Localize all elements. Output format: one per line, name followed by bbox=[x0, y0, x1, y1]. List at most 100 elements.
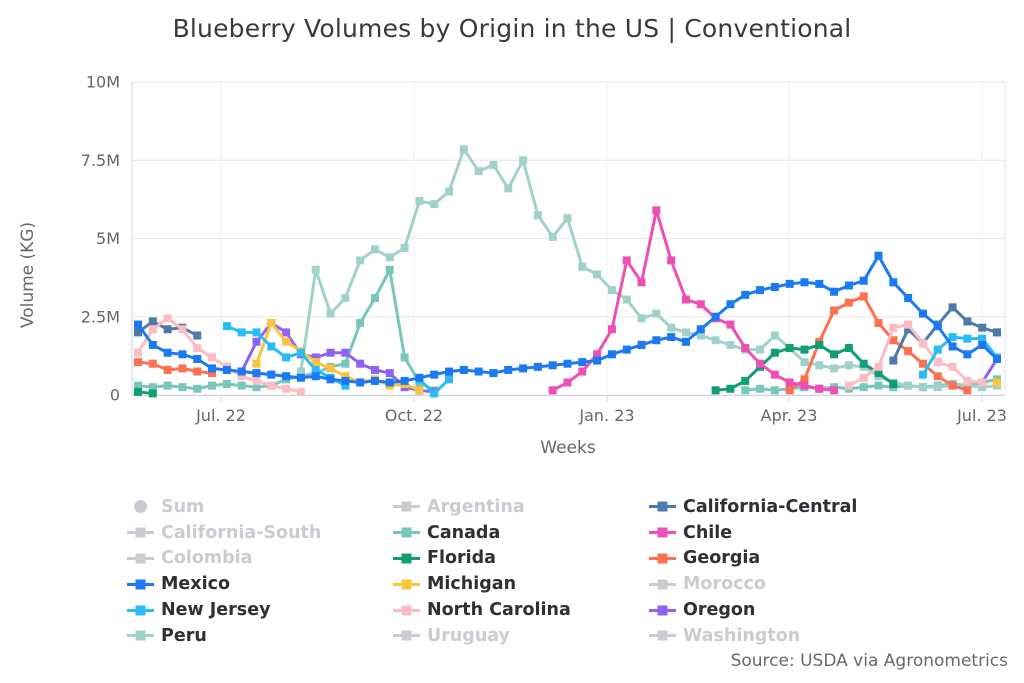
legend-item-florida[interactable]: Florida bbox=[393, 546, 571, 572]
legend-item-sum[interactable]: Sum bbox=[127, 494, 321, 520]
data-point-chile bbox=[830, 386, 839, 395]
data-point-florida bbox=[726, 384, 735, 393]
legend-item-chile[interactable]: Chile bbox=[649, 520, 857, 546]
x-tick-label: Jul. 22 bbox=[195, 406, 246, 425]
data-point-mexico bbox=[711, 312, 720, 321]
data-point-mexico bbox=[267, 370, 276, 379]
legend-label: California-South bbox=[161, 522, 322, 543]
data-point-peru bbox=[474, 167, 483, 176]
data-point-mexico bbox=[548, 361, 557, 370]
data-point-canada bbox=[859, 383, 868, 392]
data-point-michigan bbox=[415, 386, 424, 395]
legend-label: Uruguay bbox=[427, 625, 510, 646]
legend-item-georgia[interactable]: Georgia bbox=[649, 546, 857, 572]
data-point-canada bbox=[400, 353, 409, 362]
legend-item-california-south[interactable]: California-South bbox=[127, 520, 321, 546]
data-point-georgia bbox=[904, 347, 913, 356]
data-point-mexico bbox=[993, 355, 1001, 364]
line-square-marker-icon bbox=[127, 630, 154, 641]
data-point-peru bbox=[504, 184, 513, 193]
data-point-peru bbox=[800, 358, 809, 367]
line-square-marker-icon bbox=[127, 579, 154, 590]
legend-item-michigan[interactable]: Michigan bbox=[393, 571, 571, 597]
data-point-north-carolina bbox=[859, 373, 868, 382]
data-point-oregon bbox=[341, 348, 350, 357]
data-point-mexico bbox=[296, 373, 305, 382]
data-point-peru bbox=[770, 331, 779, 340]
legend-item-oregon[interactable]: Oregon bbox=[649, 597, 857, 623]
line-square-marker-icon bbox=[649, 605, 676, 616]
data-point-california-central bbox=[948, 303, 957, 312]
chart-title: Blueberry Volumes by Origin in the US | … bbox=[172, 14, 852, 43]
legend-item-morocco[interactable]: Morocco bbox=[649, 571, 857, 597]
data-point-georgia bbox=[830, 306, 839, 315]
data-point-georgia bbox=[933, 372, 942, 381]
data-point-canada bbox=[874, 381, 883, 390]
data-point-mexico bbox=[252, 369, 261, 378]
data-point-peru bbox=[652, 309, 661, 318]
data-point-mexico bbox=[148, 340, 157, 349]
data-point-peru bbox=[681, 328, 690, 337]
data-point-canada bbox=[178, 383, 187, 392]
data-point-peru bbox=[696, 331, 705, 340]
legend-item-uruguay[interactable]: Uruguay bbox=[393, 623, 571, 649]
legend-item-peru[interactable]: Peru bbox=[127, 623, 321, 649]
data-point-peru bbox=[622, 295, 631, 304]
data-point-peru bbox=[430, 200, 439, 209]
data-point-chile bbox=[607, 325, 616, 334]
data-point-new-jersey bbox=[222, 322, 231, 331]
data-point-mexico bbox=[963, 350, 972, 359]
data-point-michigan bbox=[282, 337, 291, 346]
line-square-marker-icon bbox=[649, 501, 676, 512]
line-square-marker-icon bbox=[393, 579, 420, 590]
data-point-north-carolina bbox=[252, 376, 261, 385]
data-point-georgia bbox=[889, 336, 898, 345]
data-point-mexico bbox=[445, 367, 454, 376]
data-point-california-central bbox=[163, 325, 172, 334]
data-point-mexico bbox=[489, 369, 498, 378]
data-point-florida bbox=[815, 340, 824, 349]
x-tick-label: Jan. 23 bbox=[578, 406, 634, 425]
y-tick-label: 10M bbox=[86, 73, 120, 92]
data-point-mexico bbox=[637, 340, 646, 349]
legend-item-california-central[interactable]: California-Central bbox=[649, 494, 857, 520]
legend-item-north-carolina[interactable]: North Carolina bbox=[393, 597, 571, 623]
data-point-mexico bbox=[415, 373, 424, 382]
data-point-oregon bbox=[370, 365, 379, 374]
data-point-chile bbox=[593, 350, 602, 359]
data-point-north-carolina bbox=[933, 358, 942, 367]
data-point-chile bbox=[726, 320, 735, 329]
data-point-oregon bbox=[385, 369, 394, 378]
legend-item-new-jersey[interactable]: New Jersey bbox=[127, 597, 321, 623]
data-point-new-jersey bbox=[296, 348, 305, 357]
data-point-peru bbox=[978, 383, 987, 392]
data-point-canada bbox=[385, 265, 394, 274]
data-point-mexico bbox=[208, 364, 217, 373]
data-point-peru bbox=[341, 293, 350, 302]
data-point-mexico bbox=[844, 281, 853, 290]
data-point-mexico bbox=[815, 279, 824, 288]
legend-item-mexico[interactable]: Mexico bbox=[127, 571, 321, 597]
legend-column: Sum California-South Colombia Mexico New Jer… bbox=[127, 494, 321, 649]
data-point-georgia bbox=[948, 381, 957, 390]
legend-item-washington[interactable]: Washington bbox=[649, 623, 857, 649]
data-point-mexico bbox=[593, 356, 602, 365]
data-point-chile bbox=[652, 206, 661, 215]
data-point-peru bbox=[918, 383, 927, 392]
data-point-florida bbox=[800, 345, 809, 354]
data-point-new-jersey bbox=[267, 342, 276, 351]
legend-item-argentina[interactable]: Argentina bbox=[393, 494, 571, 520]
legend-item-colombia[interactable]: Colombia bbox=[127, 546, 321, 572]
legend-item-canada[interactable]: Canada bbox=[393, 520, 571, 546]
data-point-michigan bbox=[252, 359, 261, 368]
data-point-mexico bbox=[830, 287, 839, 296]
data-point-peru bbox=[400, 243, 409, 252]
data-point-new-jersey bbox=[282, 353, 291, 362]
data-point-canada bbox=[770, 386, 779, 395]
data-point-north-carolina bbox=[282, 384, 291, 393]
data-point-michigan bbox=[341, 372, 350, 381]
data-point-florida bbox=[859, 359, 868, 368]
data-point-north-carolina bbox=[148, 325, 157, 334]
data-point-canada bbox=[741, 386, 750, 395]
data-point-california-central bbox=[904, 325, 913, 334]
